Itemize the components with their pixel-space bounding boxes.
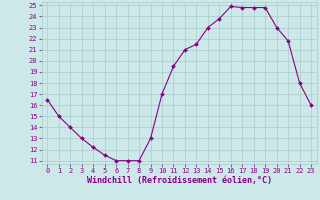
X-axis label: Windchill (Refroidissement éolien,°C): Windchill (Refroidissement éolien,°C) bbox=[87, 176, 272, 185]
